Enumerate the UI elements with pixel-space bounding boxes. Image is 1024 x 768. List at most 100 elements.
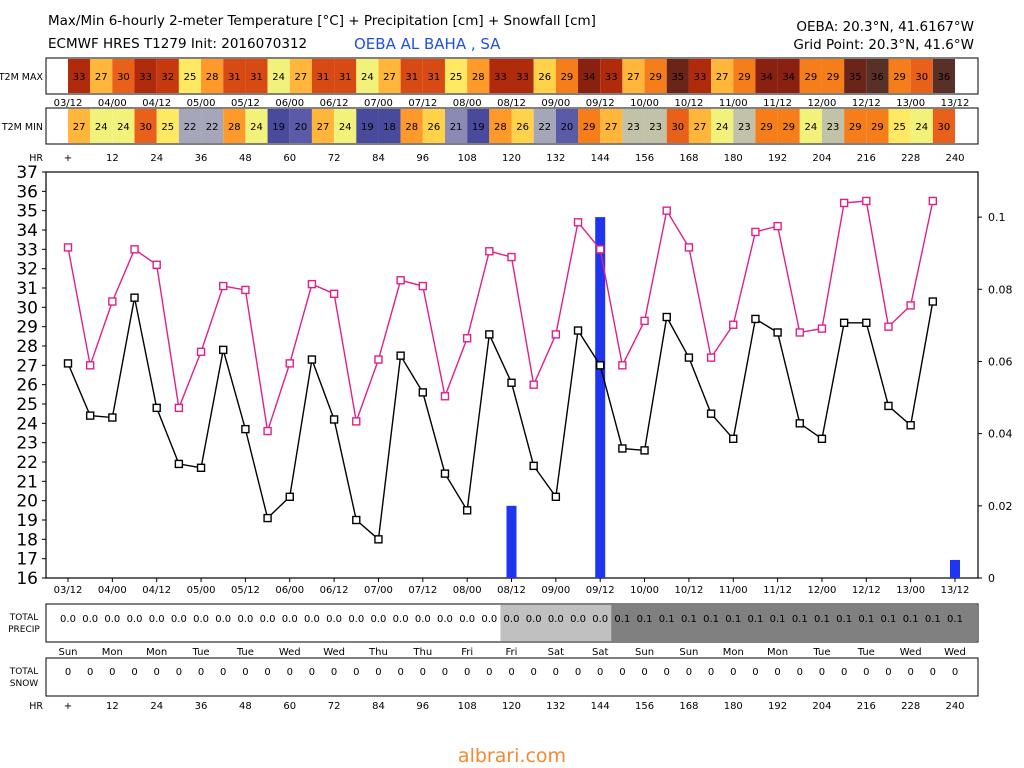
precip-value: 0.1 [947, 614, 963, 625]
t2m-max-value: 27 [95, 72, 108, 83]
hr-tick-label-bottom: + [64, 701, 72, 712]
day-label: Thu [412, 647, 432, 658]
t2m-max-value: 31 [339, 72, 352, 83]
max-temp-point [839, 198, 849, 208]
min-temp-point [329, 415, 339, 424]
t2m-max-cell [90, 59, 113, 93]
t2m-min-cell [511, 109, 534, 143]
t2m-max-value: 27 [627, 72, 640, 83]
location-label: OEBA AL BAHA , SA [354, 35, 501, 53]
min-temp-point [307, 355, 317, 364]
hr-tick-label-bottom: 192 [768, 701, 787, 712]
precip-value: 0.1 [903, 614, 919, 625]
t2m-max-cell [821, 59, 845, 93]
hr-tick-label-top: 96 [416, 153, 429, 164]
t2m-max-value: 30 [915, 72, 928, 83]
max-temp-point [884, 322, 893, 331]
t2m-max-cell [289, 59, 312, 93]
hr-tick-label-top: 72 [328, 153, 341, 164]
day-label: Mon [723, 647, 744, 658]
precip-cell [943, 605, 977, 641]
t2m-max-cell [622, 59, 645, 93]
snow-value: 0 [198, 667, 204, 678]
date-label-bottom: 06/12 [320, 585, 349, 596]
day-label: Thu [368, 647, 388, 658]
min-temp-point [440, 469, 450, 478]
precip-value: 0.0 [393, 614, 409, 625]
snow-value: 0 [486, 667, 492, 678]
hr-tick-label-bottom: 168 [679, 701, 698, 712]
t2m-min-value: 29 [782, 122, 795, 133]
hr-tick-label-bottom: 156 [635, 701, 654, 712]
precip-cell [766, 605, 790, 641]
t2m-min-cell [134, 109, 157, 143]
snow-value: 0 [287, 667, 293, 678]
snow-value: 0 [841, 667, 847, 678]
t2m-max-cell [267, 59, 290, 93]
t2m-max-value: 31 [405, 72, 418, 83]
snow-value: 0 [686, 667, 692, 678]
precip-value: 0.0 [127, 614, 143, 625]
max-temp-point [263, 426, 272, 436]
hr-tick-label-top: 24 [150, 153, 163, 164]
precip-value: 0.1 [814, 614, 830, 625]
precip-value: 0.0 [526, 614, 542, 625]
snow-value: 0 [264, 667, 270, 678]
date-label-bottom: 05/12 [231, 585, 260, 596]
t2m-min-value: 24 [804, 122, 817, 133]
day-label: Sat [592, 647, 608, 658]
precip-cell [655, 605, 679, 641]
t2m-max-value: 24 [272, 72, 285, 83]
y-tick-label: 22 [16, 453, 38, 473]
precip-value: 0.0 [193, 614, 209, 625]
date-label-top: 04/12 [142, 98, 171, 109]
snow-value: 0 [819, 667, 825, 678]
t2m-max-value: 29 [649, 72, 662, 83]
max-temp-point [374, 355, 383, 364]
t2m-min-cell [489, 109, 512, 143]
min-temp-point [485, 330, 494, 339]
hr-tick-label-top: 84 [372, 153, 385, 164]
max-temp-point [684, 243, 694, 252]
t2m-min-cell [156, 109, 179, 143]
snow-value: 0 [553, 667, 559, 678]
t2m-max-cell [378, 59, 401, 93]
snow-value: 0 [797, 667, 803, 678]
hr-tick-label-top: 144 [591, 153, 610, 164]
day-label: Wed [944, 647, 966, 658]
t2m-min-cell [777, 109, 800, 143]
t2m-max-cell [555, 59, 579, 93]
precip-cell [589, 605, 612, 641]
t2m-min-cell [688, 109, 712, 143]
max-temp-point [396, 276, 405, 285]
t2m-max-value: 28 [206, 72, 219, 83]
t2m-min-cell [90, 109, 113, 143]
snow-value: 0 [575, 667, 581, 678]
precip-cell [744, 605, 768, 641]
precip-cell [921, 605, 945, 641]
t2m-min-cell [533, 109, 556, 143]
max-temp-point [573, 218, 583, 227]
min-temp-point [862, 318, 871, 327]
t2m-min-cell [356, 109, 379, 143]
hr-tick-label-bottom: 72 [328, 701, 341, 712]
t2m-min-cell [711, 109, 734, 143]
max-temp-point [773, 221, 782, 231]
t2m-max-value: 26 [538, 72, 551, 83]
snow-value: 0 [930, 667, 936, 678]
date-label-bottom: 03/12 [54, 585, 83, 596]
hr-tick-label-top: + [64, 153, 72, 164]
max-temp-point [418, 281, 427, 291]
y-tick-label: 26 [16, 376, 38, 396]
day-label: Sun [58, 647, 77, 658]
snow-value: 0 [708, 667, 714, 678]
date-label-top: 09/12 [586, 98, 615, 109]
hr-tick-label-bottom: 228 [901, 701, 920, 712]
precip-value: 0.0 [215, 614, 231, 625]
hr-tick-label-top: 216 [857, 153, 876, 164]
t2m-max-cell [511, 59, 534, 93]
t2m-max-value: 25 [450, 72, 463, 83]
day-label: Tue [192, 647, 210, 658]
min-temp-point [928, 297, 938, 306]
precip-cell [722, 605, 745, 641]
